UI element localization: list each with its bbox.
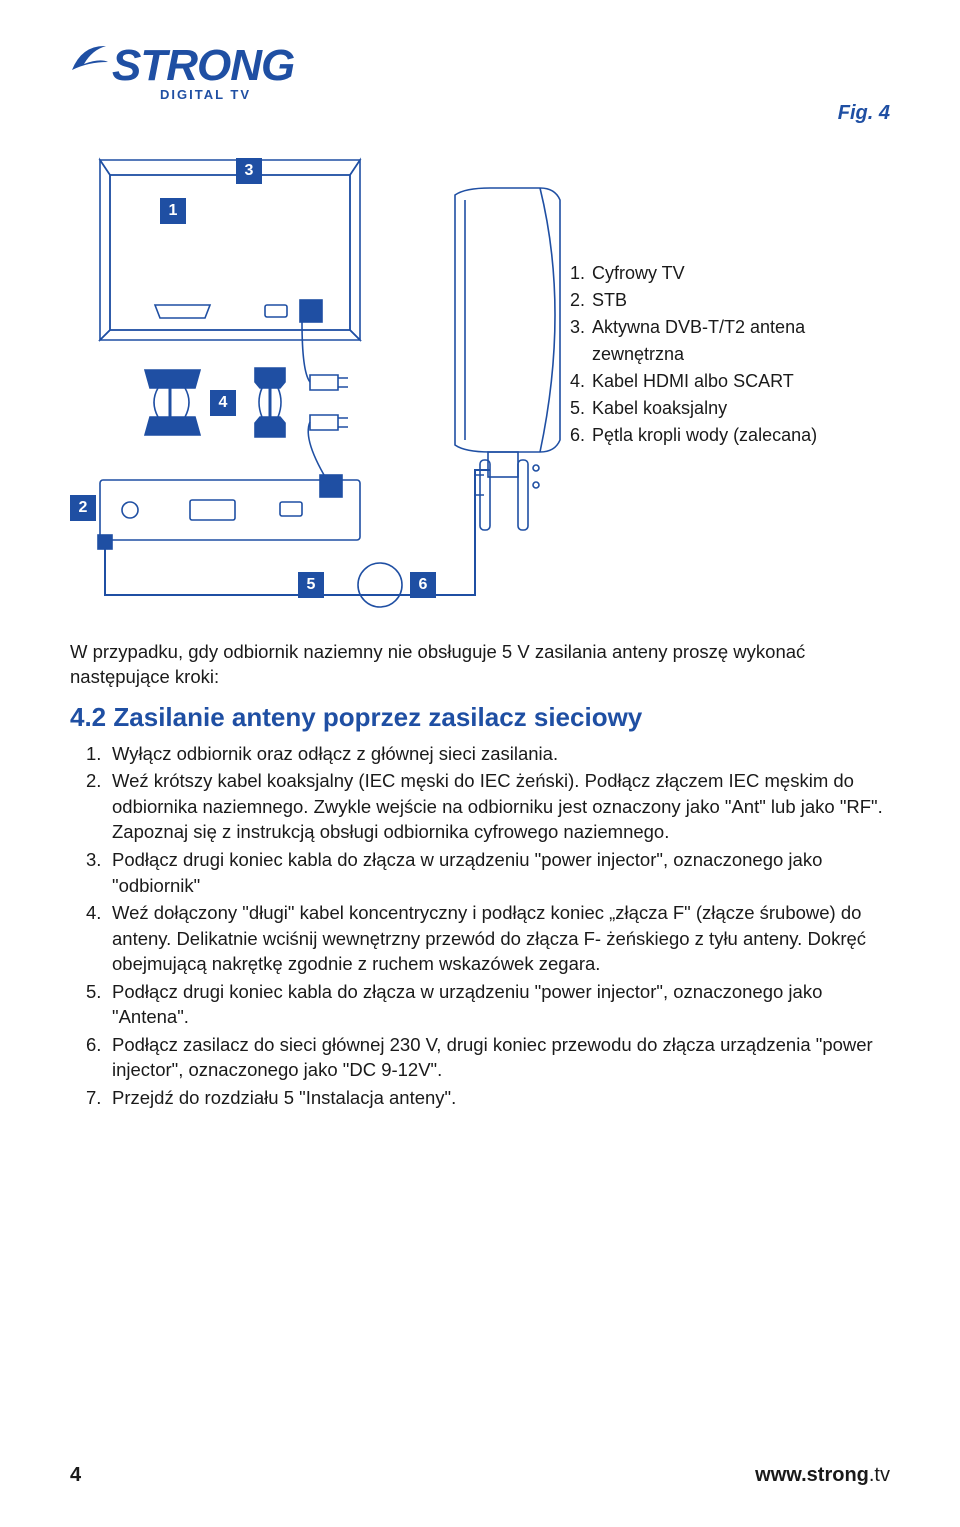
callout-2: 2	[70, 495, 96, 521]
legend-num: 5.	[570, 395, 592, 422]
callout-2-label: 2	[79, 499, 88, 517]
step-item: 4.Weź dołączony "długi" kabel koncentryc…	[112, 900, 890, 977]
step-num: 1.	[86, 741, 101, 767]
brand-logo: STRONG DIGITAL TV	[70, 40, 890, 102]
legend-item: 3.Aktywna DVB-T/T2 antena zewnętrzna	[570, 314, 850, 368]
step-item: 1.Wyłącz odbiornik oraz odłącz z głównej…	[112, 741, 890, 767]
legend-item: 4.Kabel HDMI albo SCART	[570, 368, 850, 395]
legend-num: 2.	[570, 287, 592, 314]
step-text: Podłącz zasilacz do sieci głównej 230 V,…	[112, 1034, 873, 1081]
callout-1-label: 1	[169, 202, 178, 220]
callout-1: 1	[160, 198, 186, 224]
legend-text: Pętla kropli wody (zalecana)	[592, 422, 817, 449]
callout-5-label: 5	[307, 576, 316, 594]
legend-num: 6.	[570, 422, 592, 449]
step-item: 5.Podłącz drugi koniec kabla do złącza w…	[112, 979, 890, 1030]
legend-item: 6.Pętla kropli wody (zalecana)	[570, 422, 850, 449]
brand-subtitle: DIGITAL TV	[70, 87, 890, 102]
legend-num: 1.	[570, 260, 592, 287]
step-item: 3.Podłącz drugi koniec kabla do złącza w…	[112, 847, 890, 898]
footer-url: www.strong.tv	[755, 1464, 890, 1487]
legend-item: 2.STB	[570, 287, 850, 314]
steps-list: 1. Wyłącz odbiornik oraz odłącz z głównej…	[70, 741, 890, 1110]
brand-swoosh-icon	[70, 40, 110, 80]
page-number: 4	[70, 1464, 81, 1487]
legend-text: Cyfrowy TV	[592, 260, 685, 287]
footer-url-bold: www.strong	[755, 1464, 869, 1486]
step-text: Wyłącz odbiornik oraz odłącz z głównej s…	[112, 743, 558, 764]
legend-text: Kabel koaksjalny	[592, 395, 727, 422]
step-text: Podłącz drugi koniec kabla do złącza w u…	[112, 849, 822, 896]
legend-item: 1.Cyfrowy TV	[570, 260, 850, 287]
footer-url-tld: .tv	[869, 1464, 890, 1486]
callout-3-label: 3	[245, 162, 254, 180]
step-num: 6.	[86, 1032, 101, 1058]
step-num: 2.	[86, 768, 101, 794]
step-text: Weź krótszy kabel koaksjalny (IEC męski …	[112, 770, 883, 842]
brand-name: STRONG	[70, 40, 890, 91]
brand-name-text: STRONG	[112, 41, 294, 91]
intro-paragraph: W przypadku, gdy odbiornik naziemny nie …	[70, 640, 890, 690]
callout-5: 5	[298, 572, 324, 598]
step-text: Przejdź do rozdziału 5 "Instalacja anten…	[112, 1087, 456, 1108]
step-text: Weź dołączony "długi" kabel koncentryczn…	[112, 902, 866, 974]
legend-num: 3.	[570, 314, 592, 368]
section-heading: 4.2 Zasilanie anteny poprzez zasilacz si…	[70, 702, 890, 733]
callout-6-label: 6	[419, 576, 428, 594]
section-title: Zasilanie anteny poprzez zasilacz siecio…	[113, 702, 642, 732]
legend-text: Kabel HDMI albo SCART	[592, 368, 794, 395]
step-num: 7.	[86, 1085, 101, 1111]
legend-text: Aktywna DVB-T/T2 antena zewnętrzna	[592, 314, 850, 368]
callout-4-label: 4	[219, 394, 228, 412]
callout-3: 3	[236, 158, 262, 184]
step-num: 5.	[86, 979, 101, 1005]
diagram-legend: 1.Cyfrowy TV 2.STB 3.Aktywna DVB-T/T2 an…	[570, 260, 850, 449]
step-item: 6.Podłącz zasilacz do sieci głównej 230 …	[112, 1032, 890, 1083]
figure-label: Fig. 4	[70, 102, 890, 125]
section-number: 4.2	[70, 702, 106, 732]
step-item: 2.Weź krótszy kabel koaksjalny (IEC męsk…	[112, 768, 890, 845]
callout-4: 4	[210, 390, 236, 416]
legend-text: STB	[592, 287, 627, 314]
step-num: 4.	[86, 900, 101, 926]
step-text: Podłącz drugi koniec kabla do złącza w u…	[112, 981, 822, 1028]
step-num: 3.	[86, 847, 101, 873]
legend-item: 5.Kabel koaksjalny	[570, 395, 850, 422]
step-item: 7.Przejdź do rozdziału 5 "Instalacja ant…	[112, 1085, 890, 1111]
page-footer: 4 www.strong.tv	[70, 1464, 890, 1487]
legend-num: 4.	[570, 368, 592, 395]
callout-6: 6	[410, 572, 436, 598]
connection-diagram: 1 3 4 2 5 6 1.Cyfrowy TV 2.STB 3.Aktywna…	[70, 140, 890, 620]
